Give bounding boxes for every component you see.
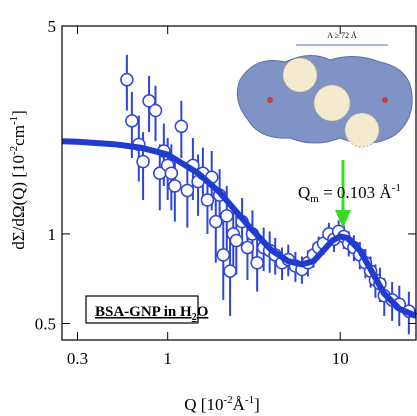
data-point [180, 183, 195, 198]
data-point [120, 72, 134, 87]
data-point [223, 264, 237, 278]
data-point [209, 214, 223, 229]
data-point [220, 209, 234, 223]
data-point [174, 119, 189, 134]
fit-line [61, 138, 417, 319]
data-point [142, 94, 156, 108]
sample-label: BSA-GNP in H2O [95, 304, 208, 323]
data-point [240, 240, 255, 255]
peak-arrow [335, 160, 351, 228]
x-tick-label: 0.3 [67, 349, 88, 368]
x-tick-label: 10 [332, 349, 349, 368]
data-point [216, 248, 231, 262]
data-point [250, 256, 264, 270]
inset-image [236, 44, 413, 148]
y-axis-label: dΣ/dΩ(Q) [10-2cm-1] [8, 110, 28, 250]
x-axis-label: Q [10-2Å-1] [184, 394, 260, 414]
data-point [164, 166, 179, 180]
x-tick-label: 1 [163, 349, 172, 368]
y-tick-label: 5 [48, 17, 57, 36]
data-point [136, 154, 150, 169]
inset-label: A ≥ 72 Å [327, 31, 357, 40]
data-point [148, 103, 163, 118]
annotation: Qm = 0.103 Å-1 [298, 182, 401, 205]
y-tick-label: 1 [48, 225, 57, 244]
plot-frame [61, 25, 417, 341]
data-point [125, 114, 139, 128]
data-point [200, 193, 215, 207]
y-tick-label: 0.5 [35, 314, 56, 333]
data-point [229, 233, 244, 248]
data-point [168, 179, 182, 193]
label-box [85, 295, 199, 324]
